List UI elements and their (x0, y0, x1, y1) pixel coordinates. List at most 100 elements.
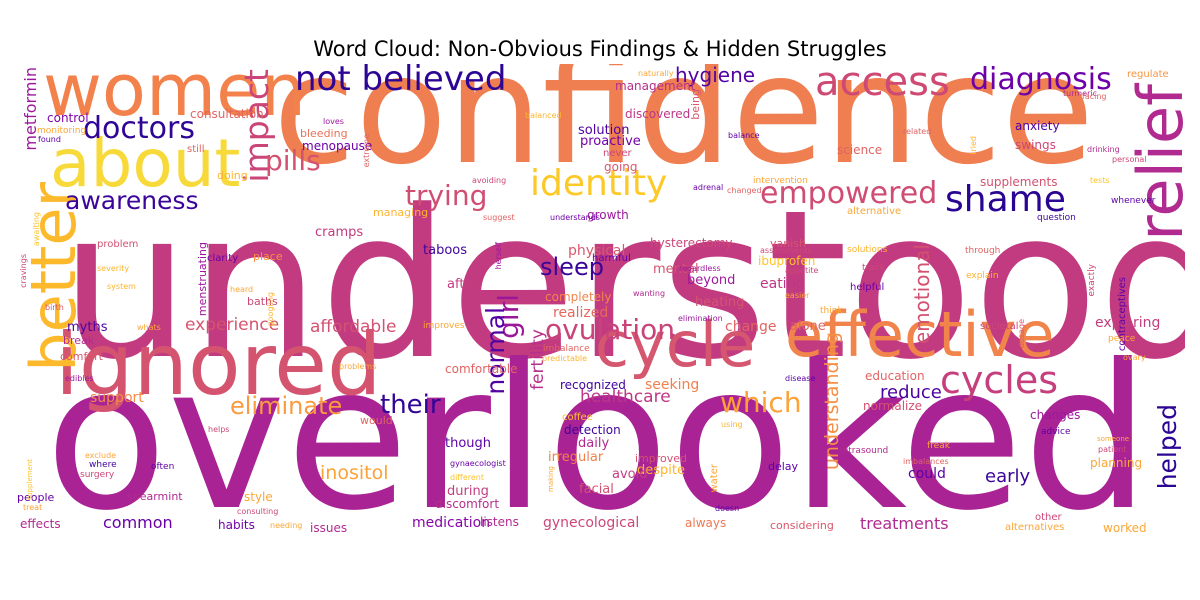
word-habits: habits (218, 518, 255, 532)
word-facial: facial (579, 482, 614, 497)
word-consultation: consultation (190, 107, 264, 121)
word-people: people (17, 491, 55, 504)
word-understands: understands (550, 213, 600, 222)
word-exactly: exactly (1087, 264, 1097, 297)
word-tried: tried (969, 136, 978, 155)
word-different: different (450, 473, 484, 482)
word-seeking: seeking (645, 377, 700, 393)
word-whenever: whenever (1111, 196, 1156, 206)
word-going: going (604, 160, 638, 174)
word-balance: balance (728, 131, 760, 140)
word-avoid: avoid (612, 467, 648, 482)
word-diagnosis: diagnosis (970, 64, 1112, 97)
word-proactive: proactive (580, 134, 641, 149)
word-ovary: ovary (1123, 353, 1146, 362)
word-balanced: balanced (525, 111, 562, 120)
word-solution: solution (578, 123, 630, 138)
word-naturally: naturally (638, 69, 674, 78)
word-consulting: consulting (237, 507, 279, 516)
word-discovered: discovered (625, 107, 691, 121)
word-confidence: confidence (273, 64, 1095, 198)
word-management: management (615, 79, 696, 93)
word-support: support (90, 390, 144, 406)
word-despite: despite (637, 463, 685, 478)
word-access: access (815, 64, 950, 105)
word-drinking: drinking (1087, 145, 1120, 154)
word-think: think (820, 306, 843, 316)
word-peace: peace (1108, 334, 1136, 344)
word-still: still (187, 144, 205, 155)
word-healthcare: healthcare (580, 387, 671, 407)
word-problems: problems (339, 362, 377, 371)
word-other: other (1035, 512, 1062, 523)
chart-title: Word Cloud: Non-Obvious Findings & Hidde… (313, 37, 887, 61)
word-effects: effects (20, 517, 61, 531)
word-taboos: taboos (423, 243, 467, 258)
word-ignored: ignored (55, 315, 382, 415)
word-disease: disease (785, 374, 816, 383)
word-track: track (862, 263, 885, 273)
word-water: water (709, 464, 720, 493)
word-problem: problem (97, 239, 139, 250)
word-growth: growth (587, 208, 629, 222)
word-sleep: sleep (540, 253, 604, 281)
word-changed: changed (727, 186, 762, 195)
word-daily: daily (578, 436, 610, 451)
word-patient: patient (1098, 445, 1127, 454)
word-irregular: irregular (548, 450, 604, 465)
word-being: being (689, 89, 702, 120)
word-needing: needing (270, 521, 303, 530)
word-appetite: appetite (785, 266, 819, 275)
word-metformin: metformin (21, 67, 40, 151)
word-birth: birth (45, 303, 64, 312)
word-heard: heard (230, 285, 254, 294)
word-alternative: alternative (847, 206, 902, 217)
word-worked: worked (1103, 521, 1147, 535)
word-hygiene: hygiene (675, 64, 756, 87)
word-detection: detection (564, 423, 621, 437)
word-pills: pills (265, 144, 321, 177)
word-cycle: cycle (595, 308, 756, 381)
word-alternatives: alternatives (1005, 522, 1065, 533)
word-understood: understood (60, 167, 1185, 405)
word-which: which (720, 386, 802, 419)
word-after: after (447, 277, 478, 292)
word-ibuprofen: ibuprofen (758, 254, 816, 268)
word-cramps: cramps (315, 225, 364, 240)
word-clarity: clarity (207, 253, 239, 264)
word-planning: planning (1090, 456, 1143, 470)
word-societal: societal (980, 321, 1019, 332)
word-facing: facing (1082, 92, 1107, 101)
word-considering: considering (770, 519, 834, 532)
word-personal: personal (1112, 155, 1147, 164)
word-elimination: elimination (678, 314, 723, 323)
word-doesn: doesn (715, 504, 740, 513)
word-menopause: menopause (302, 139, 373, 153)
word-improves: improves (423, 321, 465, 331)
word-normalize: normalize (863, 399, 923, 413)
word-would: would (360, 414, 393, 427)
word-during: during (447, 484, 489, 499)
word-style: style (244, 490, 273, 504)
word-anxiety: anxiety (1015, 119, 1060, 133)
word-managing: managing (373, 206, 429, 219)
word-issues: issues (310, 521, 348, 535)
word-googling: googling (266, 292, 275, 327)
word-coffee: coffee (562, 412, 593, 423)
word-spearmint: spearmint (127, 490, 183, 503)
word-helped: helped (1153, 404, 1182, 490)
word-supplement: supplement (26, 459, 34, 501)
word-ovulation: ovulation (545, 313, 676, 346)
word-wanting: wanting (633, 289, 666, 298)
word-hysterectomy: hysterectomy (650, 236, 733, 250)
word-treat: treat (23, 503, 43, 512)
word-always: always (685, 516, 727, 530)
word-place: place (253, 250, 283, 263)
word-dosage: dosage (1017, 319, 1026, 349)
word-someone: someone (1097, 435, 1130, 443)
word-alone: alone (790, 319, 826, 334)
word-adrenal: adrenal (693, 183, 724, 192)
word-treatments: treatments (860, 514, 949, 533)
word-solutions: solutions (847, 245, 888, 255)
word-regardless: regardless (679, 264, 721, 273)
